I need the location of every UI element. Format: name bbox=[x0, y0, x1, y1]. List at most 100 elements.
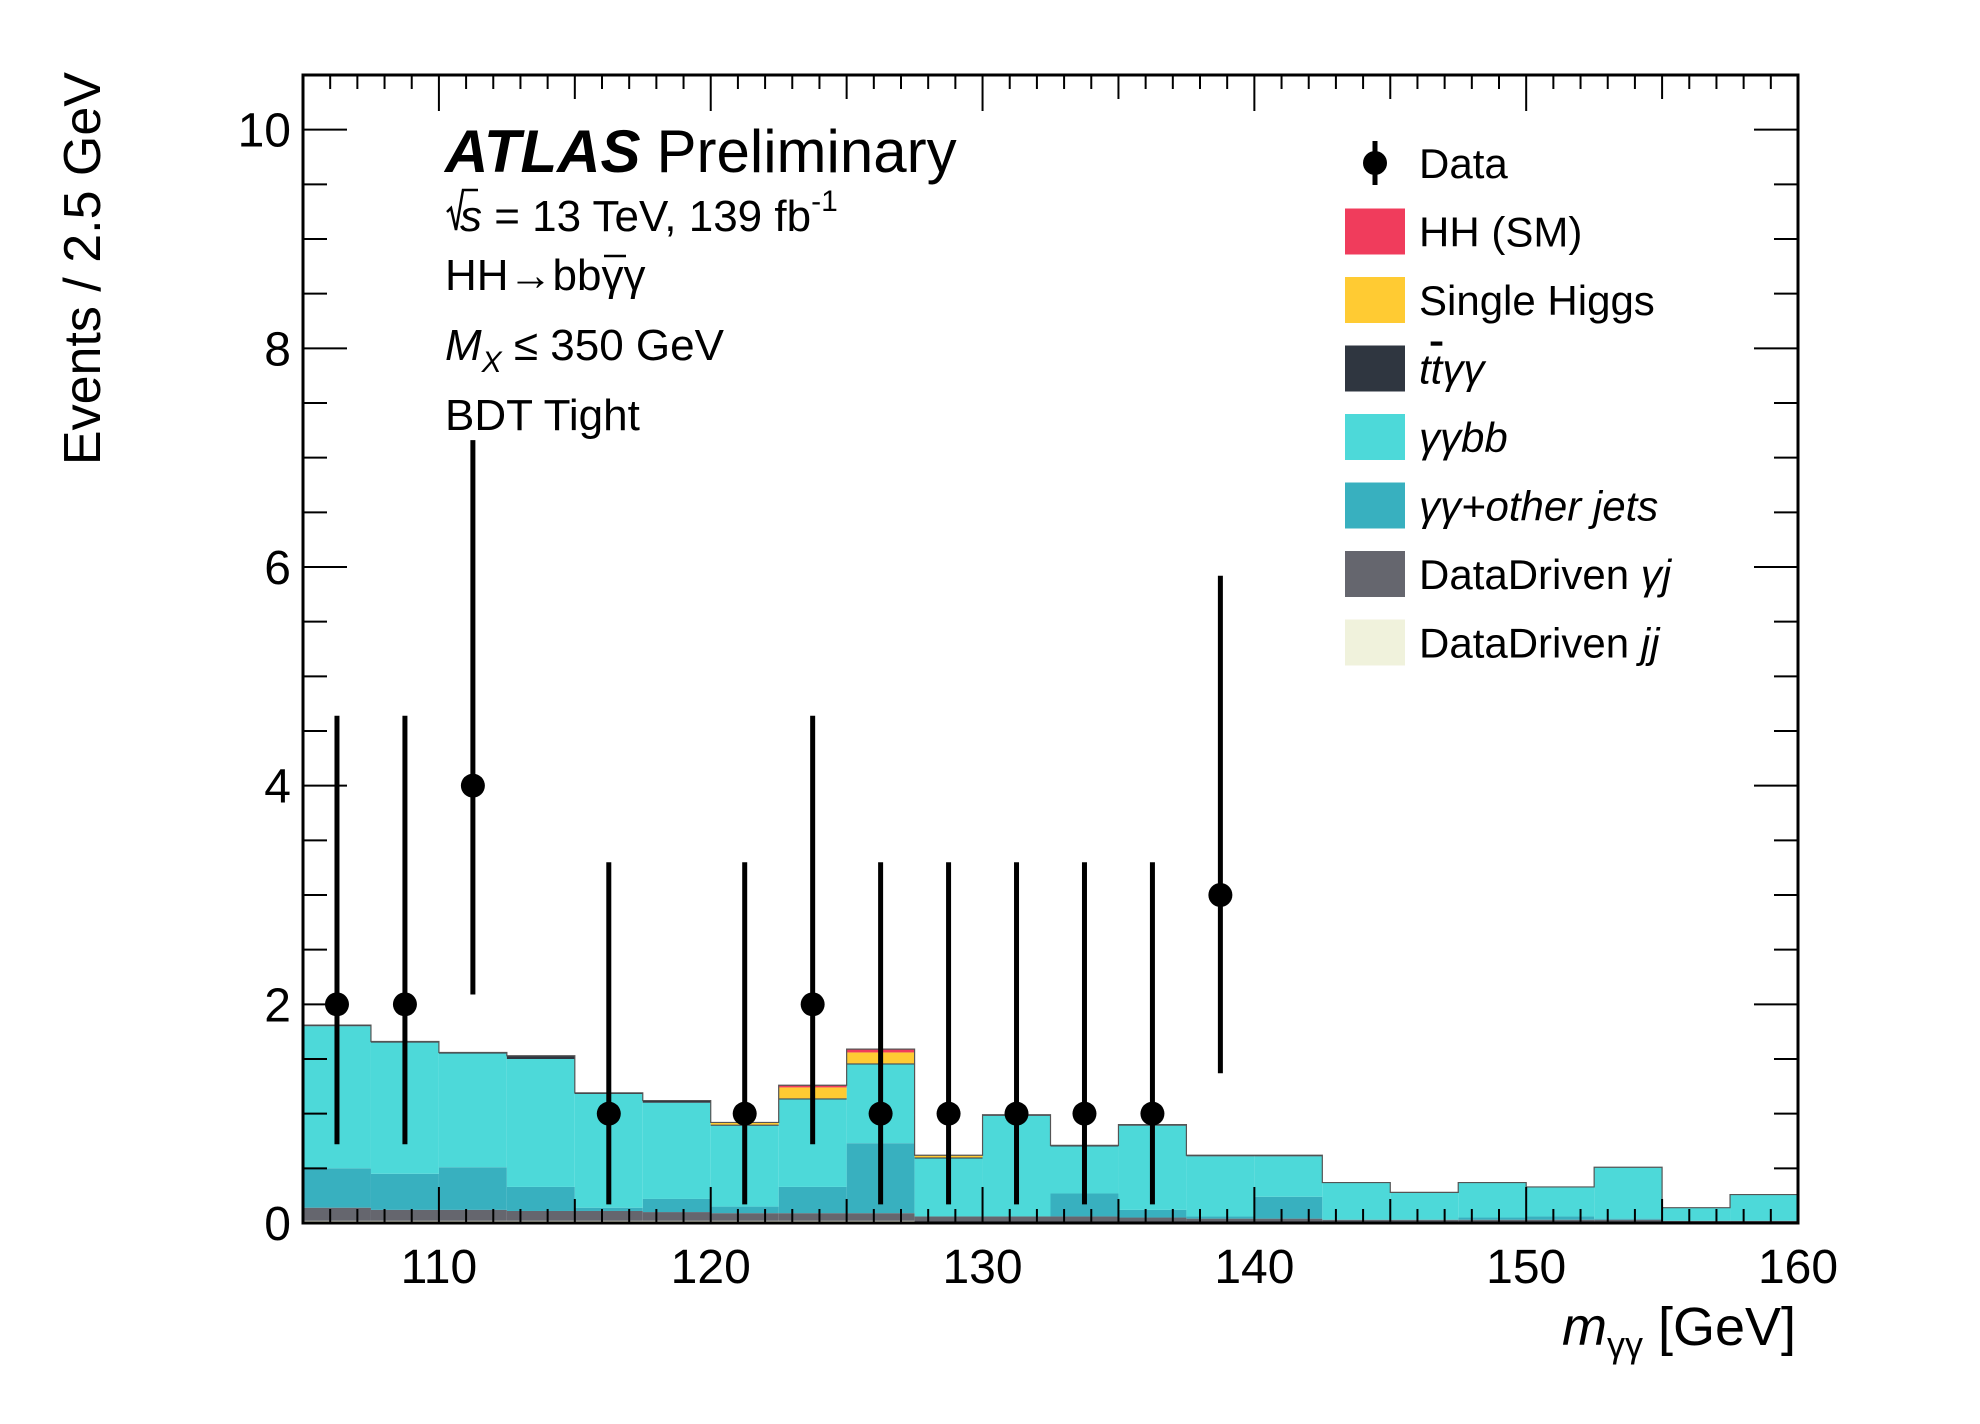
bar-datadriven-j-12 bbox=[1118, 1217, 1187, 1222]
bar-other-jets-7 bbox=[778, 1186, 847, 1214]
axes: 110 120 130 140 150 160 0 2 4 6 8 10 bbox=[238, 74, 1838, 1294]
x-tick-label-110: 110 bbox=[401, 1241, 478, 1294]
bar-bb-16 bbox=[1390, 1192, 1459, 1220]
data-point-7 bbox=[936, 862, 961, 1205]
legend-entry-tt: ttγγ bbox=[1345, 345, 1486, 393]
bar-datadriven-j-21 bbox=[1730, 1220, 1798, 1222]
data-marker-7 bbox=[936, 1101, 961, 1126]
bar-other-jets-12 bbox=[1118, 1209, 1187, 1218]
data-point-4 bbox=[732, 862, 757, 1205]
bar-datadriven-j-0 bbox=[303, 1207, 371, 1221]
bar-bb-20 bbox=[1662, 1207, 1731, 1221]
bar-other-jets-13 bbox=[1186, 1216, 1255, 1219]
legend-swatch bbox=[1345, 414, 1405, 460]
legend: Data HH (SM) Single Higgs ttγγ γγbb γγ+other … bbox=[1345, 140, 1673, 667]
data-marker-2 bbox=[460, 773, 485, 798]
energy-lumi-text: s = 13 TeV, 139 fb-1 bbox=[460, 185, 838, 241]
bar-datadriven-j-7 bbox=[778, 1213, 847, 1221]
y-tick-label-2: 2 bbox=[264, 979, 291, 1032]
bar-datadriven-j-1 bbox=[370, 1209, 439, 1221]
data-point-1 bbox=[392, 715, 417, 1145]
legend-swatch bbox=[1345, 345, 1405, 392]
bar-other-jets-5 bbox=[642, 1198, 711, 1213]
data-point-9 bbox=[1072, 862, 1097, 1205]
legend-entry-bb: γγbb bbox=[1345, 414, 1508, 461]
data-marker-8 bbox=[1004, 1101, 1029, 1126]
bar-bb-21 bbox=[1730, 1194, 1798, 1221]
bar-bb-2 bbox=[438, 1053, 507, 1168]
bar-other-jets-19 bbox=[1594, 1218, 1663, 1220]
bar-datadriven-j-11 bbox=[1050, 1216, 1119, 1222]
x-axis-label: mγγ [GeV] bbox=[1562, 1297, 1796, 1365]
data-point-6 bbox=[868, 862, 893, 1205]
y-tick-label-10: 10 bbox=[238, 105, 291, 158]
bar-other-jets-3 bbox=[506, 1186, 575, 1211]
mass-cut-label: MX ≤ 350 GeV bbox=[445, 321, 725, 379]
legend-label: γγ+other jets bbox=[1419, 483, 1658, 530]
bar-datadriven-j-16 bbox=[1390, 1219, 1459, 1222]
y-tick-label-0: 0 bbox=[264, 1198, 291, 1251]
bar-bb-15 bbox=[1322, 1182, 1391, 1220]
bar-other-jets-2 bbox=[438, 1167, 507, 1210]
bar-datadriven-j-18 bbox=[1526, 1219, 1595, 1222]
legend-label: DataDriven γj bbox=[1419, 551, 1673, 598]
data-point-2 bbox=[460, 440, 485, 995]
legend-label: γγbb bbox=[1419, 414, 1508, 461]
atlas-label: ATLAS Preliminary bbox=[443, 118, 957, 185]
data-marker-5 bbox=[800, 992, 825, 1017]
x-tick-label-130: 130 bbox=[942, 1241, 1022, 1294]
mass-symbol: M bbox=[445, 321, 482, 370]
legend-swatch bbox=[1345, 277, 1405, 323]
legend-label: DataDriven jj bbox=[1419, 620, 1661, 667]
y-tick-label-6: 6 bbox=[264, 542, 291, 595]
x-axis-unit: [GeV] bbox=[1643, 1297, 1796, 1357]
legend-label: Single Higgs bbox=[1419, 277, 1655, 324]
sqrt-s: s bbox=[460, 192, 482, 241]
bar-datadriven-j-5 bbox=[642, 1212, 711, 1221]
legend-swatch bbox=[1345, 208, 1405, 255]
bar-other-jets-1 bbox=[370, 1173, 439, 1210]
bar-tt-5 bbox=[642, 1100, 711, 1103]
data-point-10 bbox=[1140, 862, 1165, 1205]
x-tick-label-160: 160 bbox=[1758, 1241, 1838, 1294]
bar-bb-19 bbox=[1594, 1167, 1663, 1219]
y-tick-label-4: 4 bbox=[264, 761, 291, 814]
bar-datadriven-j-20 bbox=[1662, 1220, 1731, 1222]
legend-swatch bbox=[1345, 619, 1405, 666]
bar-datadriven-j-8 bbox=[846, 1213, 915, 1221]
data-point-5 bbox=[800, 715, 825, 1145]
y-tick-label-8: 8 bbox=[264, 323, 291, 376]
data-point-3 bbox=[596, 862, 621, 1205]
sqrt-symbol bbox=[446, 188, 478, 231]
legend-label: ttγγ bbox=[1419, 346, 1486, 393]
data-marker-1 bbox=[392, 992, 417, 1017]
lumi-exponent: -1 bbox=[811, 185, 838, 218]
bar-datadriven-j-14 bbox=[1254, 1218, 1323, 1222]
data-point-8 bbox=[1004, 862, 1029, 1205]
legend-entry-datadriven-jj: DataDriven jj bbox=[1345, 619, 1661, 667]
data-marker-11 bbox=[1208, 883, 1233, 907]
x-tick-label-140: 140 bbox=[1214, 1241, 1294, 1294]
data-marker-3 bbox=[596, 1101, 621, 1126]
status-label: Preliminary bbox=[657, 118, 957, 185]
legend-entry-hh-sm: HH (SM) bbox=[1345, 208, 1582, 256]
bar-bb-5 bbox=[642, 1102, 711, 1199]
bar-other-jets-18 bbox=[1526, 1216, 1595, 1220]
energy-lumi-line: s = 13 TeV, 139 fb-1 bbox=[446, 185, 838, 241]
stack-outline bbox=[303, 1024, 1798, 1209]
bar-bb-18 bbox=[1526, 1186, 1595, 1217]
bar-datadriven-j-4 bbox=[574, 1210, 643, 1221]
bar-bb-3 bbox=[506, 1059, 575, 1187]
data-marker-6 bbox=[868, 1101, 893, 1126]
legend-entry-single-higgs: Single Higgs bbox=[1345, 277, 1655, 324]
data-marker-4 bbox=[732, 1101, 757, 1126]
x-tick-label-120: 120 bbox=[671, 1241, 751, 1294]
bar-tt-3 bbox=[506, 1055, 575, 1059]
category-label: BDT Tight bbox=[445, 391, 640, 440]
bar-datadriven-j-19 bbox=[1594, 1219, 1663, 1222]
legend-entry-data: Data bbox=[1363, 140, 1508, 187]
bar-other-jets-0 bbox=[303, 1168, 371, 1208]
bar-other-jets-6 bbox=[710, 1206, 779, 1214]
x-axis-subscript: γγ bbox=[1607, 1324, 1643, 1365]
